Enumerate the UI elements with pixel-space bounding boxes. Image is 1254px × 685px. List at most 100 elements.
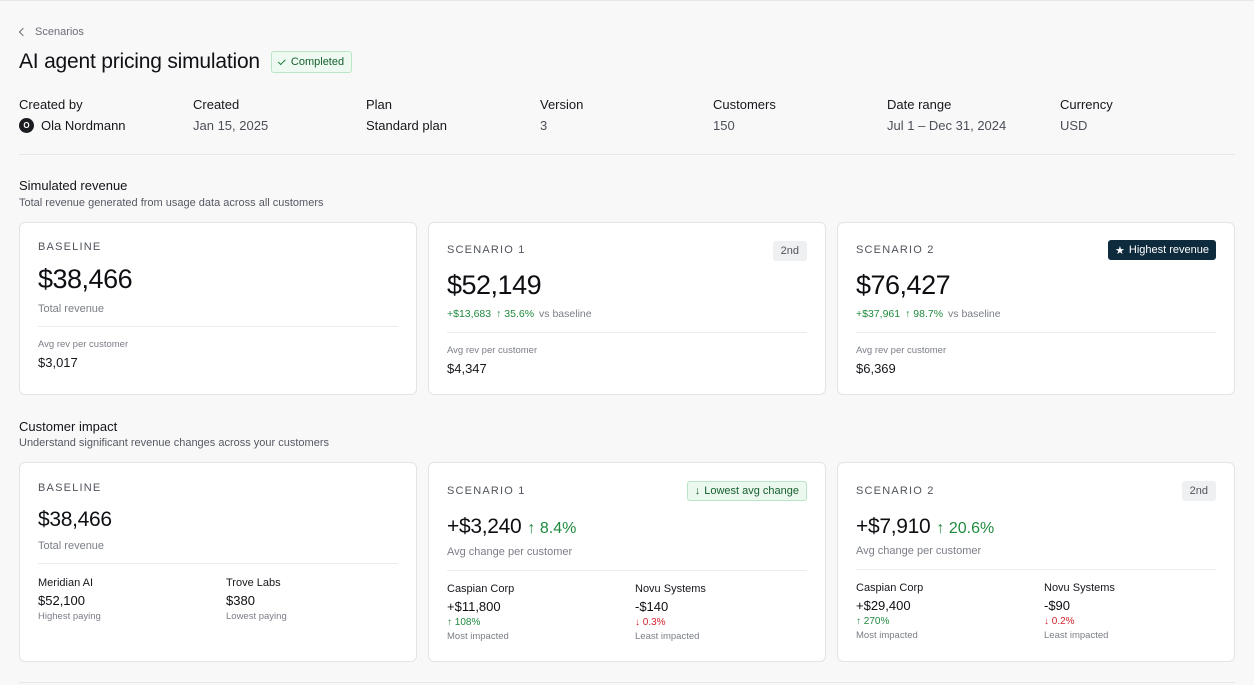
card-divider [447,570,807,571]
avatar: O [19,118,34,133]
star-icon: ★ [1115,244,1125,257]
status-badge: Completed [270,51,353,73]
impact-percent: ↑ 20.6% [936,520,995,537]
meta-created: Created Jan 15, 2025 [193,97,268,133]
title-row: AI agent pricing simulation Completed [19,50,353,74]
customer-name: Meridian AI [38,577,94,589]
customer-value: +$29,400 [856,598,911,613]
meta-currency: Currency USD [1060,97,1113,133]
customer-name: Novu Systems [635,583,706,595]
meta-value: 3 [540,118,548,133]
customer-note: Least impacted [635,631,700,642]
card-label: BASELINE [38,482,102,494]
customer-percent: ↑ 108% [447,617,481,628]
breadcrumb[interactable]: Scenarios [18,26,84,38]
card-divider [856,569,1216,570]
customer-name: Caspian Corp [856,582,924,594]
revenue-amount: $76,427 [856,270,951,300]
meta-customers: Customers 150 [713,97,776,133]
revenue-caption: Total revenue [38,303,105,315]
meta-label: Currency [1060,97,1113,112]
avg-rev-label: Avg rev per customer [38,339,129,350]
delta-absolute: +$13,683 [447,308,492,320]
meta-date-range: Date range Jul 1 – Dec 31, 2024 [887,97,1006,133]
check-icon [277,57,286,66]
section-title-impact: Customer impact [19,419,118,434]
delta-reference: vs baseline [539,308,592,320]
top-divider [0,0,1254,1]
customer-name: Trove Labs [226,577,281,589]
avg-rev-value: $6,369 [856,361,896,376]
impact-percent: ↑ 8.4% [527,520,577,537]
customer-note: Lowest paying [226,611,287,622]
breadcrumb-scenarios-link[interactable]: Scenarios [35,26,84,38]
status-label: Completed [290,56,345,68]
avg-rev-label: Avg rev per customer [447,345,538,356]
page-title: AI agent pricing simulation [19,50,260,73]
revenue-card-scenario-2: SCENARIO 2 ★ Highest revenue $76,427 +$3… [837,222,1235,395]
meta-plan: Plan Standard plan [366,97,447,133]
customer-value: $380 [226,593,255,608]
customer-note: Least impacted [1044,630,1109,641]
rank-badge: 2nd [772,241,807,261]
meta-label: Date range [887,97,952,112]
revenue-card-baseline: BASELINE $38,466 Total revenue Avg rev p… [19,222,417,395]
avg-rev-value: $3,017 [38,355,78,370]
meta-value: Jul 1 – Dec 31, 2024 [887,118,1007,133]
impact-card-scenario-2: SCENARIO 2 2nd +$7,910 ↑ 20.6% Avg change… [837,462,1235,662]
avg-rev-label: Avg rev per customer [856,345,947,356]
meta-created-by: Created by O Ola Nordmann [19,97,126,133]
rank-badge: 2nd [1181,481,1216,501]
scenario-metadata: Created by O Ola Nordmann Created Jan 15… [19,97,1235,155]
customer-percent: ↓ 0.2% [1044,616,1075,627]
customer-note: Highest paying [38,611,101,622]
impact-card-baseline: BASELINE $38,466 Total revenue Meridian … [19,462,417,662]
meta-value: Jan 15, 2025 [193,118,269,133]
meta-label: Created [193,97,240,112]
meta-label: Plan [366,97,393,112]
meta-label: Version [540,97,584,112]
customer-name: Novu Systems [1044,582,1115,594]
impact-caption: Total revenue [38,540,105,552]
impact-amount: $38,466 [38,508,112,531]
revenue-amount: $52,149 [447,270,542,300]
customer-percent: ↓ 0.3% [635,617,666,628]
card-divider [447,332,807,333]
customer-value: $52,100 [38,593,85,608]
revenue-delta: +$13,683 ↑ 35.6% vs baseline [447,308,592,320]
meta-value: Ola Nordmann [41,118,126,133]
impact-caption: Avg change per customer [447,546,573,558]
badge-label: Highest revenue [1128,244,1209,256]
meta-label: Customers [713,97,776,112]
impact-caption: Avg change per customer [856,545,982,557]
card-label: SCENARIO 2 [856,485,935,497]
revenue-delta: +$37,961 ↑ 98.7% vs baseline [856,308,1001,320]
customer-note: Most impacted [447,631,509,642]
card-label: BASELINE [38,241,102,253]
chevron-left-icon [18,27,28,37]
card-divider [38,563,398,564]
impact-amount-value: +$3,240 [447,515,522,538]
impact-amount-value: +$7,910 [856,515,931,538]
lowest-avg-change-badge: ↓ Lowest avg change [686,481,807,501]
card-label: SCENARIO 2 [856,244,935,256]
customer-value: -$140 [635,599,669,614]
customer-percent: ↑ 270% [856,616,890,627]
highest-revenue-badge: ★ Highest revenue [1108,240,1216,260]
meta-value: USD [1060,118,1088,133]
bottom-divider [19,682,1235,683]
delta-reference: vs baseline [948,308,1001,320]
customer-value: -$90 [1044,598,1071,613]
meta-version: Version 3 [540,97,583,133]
impact-amount: +$7,910 ↑ 20.6% [856,515,994,539]
card-label: SCENARIO 1 [447,244,526,256]
badge-label: Lowest avg change [704,485,799,497]
meta-label: Created by [19,97,83,112]
meta-value[interactable]: Standard plan [366,118,447,133]
impact-amount: +$3,240 ↑ 8.4% [447,515,576,539]
revenue-amount: $38,466 [38,264,133,294]
section-subtitle-impact: Understand significant revenue changes a… [19,437,329,449]
meta-value: 150 [713,118,735,133]
customer-name: Caspian Corp [447,583,515,595]
delta-percent: ↑ 98.7% [905,308,944,320]
